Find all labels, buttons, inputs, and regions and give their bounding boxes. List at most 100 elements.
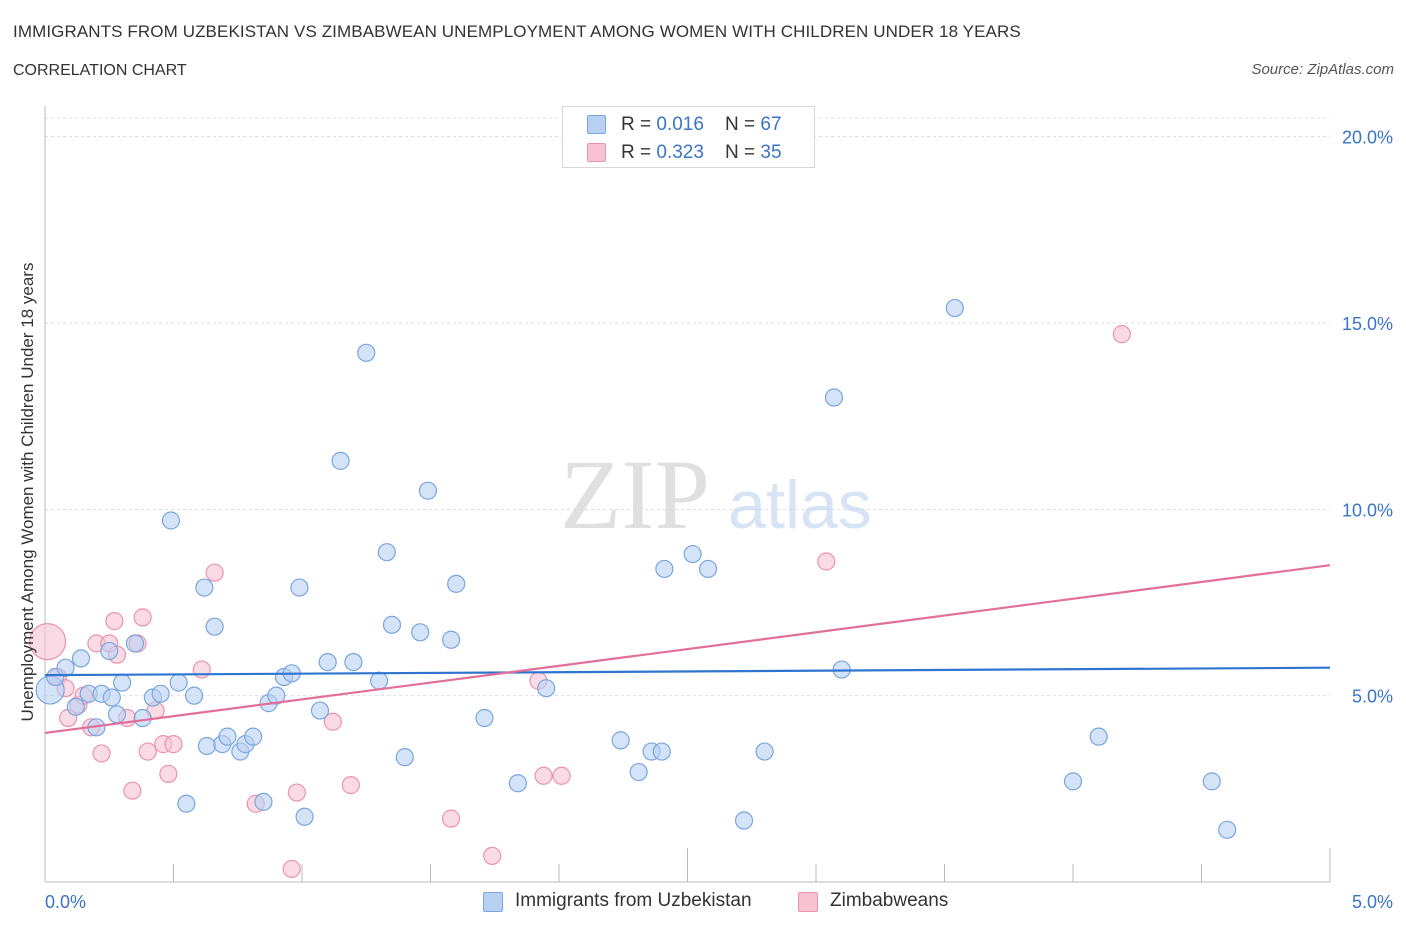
chart-title: IMMIGRANTS FROM UZBEKISTAN VS ZIMBABWEAN… — [13, 22, 1021, 41]
zimbabwean-point — [133, 608, 152, 627]
legend-swatch-pink — [587, 143, 606, 162]
legend-label: Immigrants from Uzbekistan — [515, 890, 752, 911]
uzbekistan-point — [331, 451, 350, 470]
uzbekistan-point — [824, 388, 844, 407]
uzbekistan-point — [382, 615, 402, 634]
zimbabwean-point — [323, 712, 342, 731]
uzbekistan-point — [133, 708, 152, 728]
watermark-zip: ZIP — [560, 439, 710, 550]
zimbabwean-point — [105, 612, 124, 631]
x-tick-label: 5.0% — [1352, 892, 1393, 912]
uzbekistan-point — [310, 701, 330, 720]
uzbekistan-point — [125, 634, 145, 653]
uzbekistan-point — [395, 748, 414, 767]
uzbekistan-point — [411, 623, 430, 642]
zimbabwean-point — [92, 744, 111, 763]
trend-line-zimbabweans — [44, 564, 1331, 735]
uzbekistan-point — [295, 807, 314, 826]
trend-lines — [44, 564, 1331, 735]
uzbekistan-point — [100, 641, 119, 661]
zimbabwean-point — [552, 766, 571, 785]
zimbabwean-point — [123, 781, 142, 800]
uzbekistan-point — [184, 686, 204, 705]
uzbekistan-point — [195, 578, 214, 597]
zimbabwean-point — [159, 764, 178, 784]
uzbekistan-point — [218, 727, 237, 746]
uzbekistan-point — [1202, 772, 1221, 791]
uzbekistan-point — [318, 653, 337, 672]
zimbabwean-point — [441, 809, 461, 828]
zimbabwean-point — [164, 735, 183, 754]
zimbabwean-point — [287, 783, 306, 802]
legend-label: Zimbabweans — [830, 890, 949, 911]
uzbekistan-point — [357, 343, 376, 362]
y-tick-label: 20.0% — [1342, 128, 1393, 148]
uzbekistan-point — [683, 544, 702, 564]
n-value: 67 — [760, 114, 782, 135]
uzbekistan-point — [755, 742, 774, 761]
n-label: N = — [725, 114, 761, 135]
y-tick-labels: 5.0% 10.0% 15.0% 20.0% — [1342, 128, 1393, 707]
grid-lines — [45, 117, 1330, 697]
uzbekistan-point — [1063, 772, 1083, 791]
data-points — [28, 298, 1237, 879]
uzbekistan-point — [508, 774, 527, 793]
watermark: ZIP atlas — [560, 439, 872, 550]
r-label: R = — [621, 142, 657, 163]
uzbekistan-point — [652, 742, 671, 761]
uzbekistan-point — [655, 559, 674, 579]
uzbekistan-point — [734, 811, 754, 830]
uzbekistan-point — [102, 688, 121, 707]
uzbekistan-point — [1089, 727, 1108, 746]
zimbabwean-point — [1112, 325, 1131, 344]
x-tick-labels: 0.0% 5.0% — [45, 892, 1393, 912]
uzbekistan-point — [441, 630, 461, 649]
n-value: 35 — [760, 142, 782, 163]
uzbekistan-point — [611, 731, 630, 750]
uzbekistan-point — [447, 574, 466, 593]
uzbekistan-point — [205, 617, 224, 636]
uzbekistan-point — [290, 578, 309, 597]
zimbabwean-point — [341, 776, 360, 795]
uzbekistan-point — [475, 708, 494, 728]
zimbabwean-point — [192, 660, 211, 679]
uzbekistan-point — [1218, 820, 1237, 839]
y-tick-label: 5.0% — [1352, 687, 1393, 707]
legend-swatch-blue — [587, 115, 606, 134]
n-label: N = — [725, 142, 761, 163]
uzbekistan-point — [112, 673, 132, 692]
uzbekistan-point — [177, 794, 196, 813]
uzbekistan-point — [107, 705, 127, 724]
watermark-atlas: atlas — [728, 467, 872, 543]
source-note: Source: ZipAtlas.com — [1251, 61, 1394, 78]
uzbekistan-point — [418, 481, 438, 500]
zimbabwean-point — [28, 623, 67, 661]
uzbekistan-point — [344, 653, 363, 672]
zimbabwean-point — [282, 859, 301, 879]
uzbekistan-point — [66, 697, 85, 716]
y-axis-label: Unemployment Among Women with Children U… — [18, 263, 37, 722]
y-tick-label: 15.0% — [1342, 314, 1393, 334]
axes — [44, 106, 1331, 883]
zimbabwean-point — [534, 766, 553, 785]
uzbekistan-point — [698, 559, 718, 579]
uzbekistan-point — [377, 543, 396, 562]
x-tick-label: 0.0% — [45, 892, 86, 912]
legend-swatch-blue — [483, 892, 503, 912]
zimbabwean-point — [817, 552, 836, 571]
uzbekistan-point — [629, 762, 648, 782]
legend-swatch-pink — [798, 892, 818, 912]
series-legend: Immigrants from Uzbekistan Zimbabweans — [0, 888, 1406, 916]
uzbekistan-point — [244, 727, 263, 746]
uzbekistan-point — [537, 679, 556, 698]
uzbekistan-point — [254, 792, 273, 811]
zimbabwean-point — [205, 563, 224, 582]
uzbekistan-point — [945, 298, 964, 318]
uzbekistan-point — [161, 511, 181, 530]
zimbabwean-point — [138, 742, 157, 761]
trend-line-uzbekistan — [44, 666, 1331, 677]
uzbekistan-point — [151, 684, 170, 703]
uzbekistan-point — [169, 673, 188, 692]
r-value: 0.323 — [656, 142, 704, 163]
